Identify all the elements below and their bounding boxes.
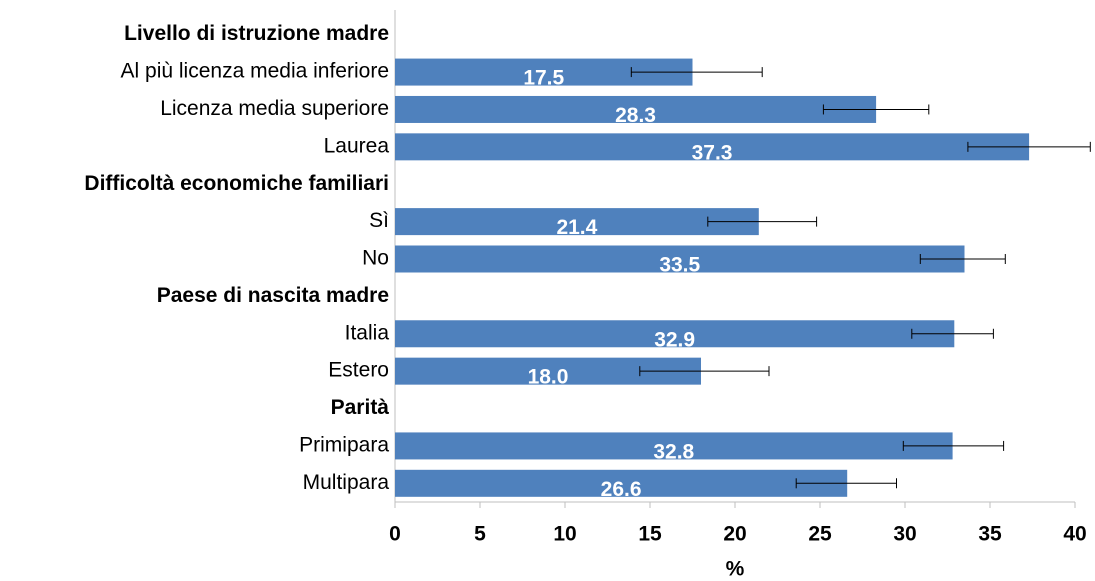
x-axis-label: % (726, 558, 745, 581)
value-label: 21.4 (556, 216, 597, 239)
x-tick-label: 5 (474, 523, 486, 546)
bar (395, 320, 955, 348)
x-tick-label: 40 (1063, 523, 1086, 546)
value-label: 17.5 (523, 67, 564, 90)
y-tick-label: Multipara (303, 471, 390, 494)
y-tick-label: Primipara (299, 433, 389, 456)
x-tick-label: 25 (808, 523, 832, 546)
y-tick-label: Al più licenza media inferiore (121, 60, 389, 83)
y-tick-label: Licenza media superiore (160, 97, 389, 120)
x-tick-label: 35 (978, 523, 1002, 546)
group-header: Livello di istruzione madre (124, 22, 389, 45)
y-tick-label: No (362, 247, 389, 270)
value-label: 18.0 (528, 366, 569, 389)
bar (395, 432, 953, 460)
x-tick-label: 10 (553, 523, 576, 546)
value-label: 32.8 (653, 440, 694, 463)
value-label: 37.3 (692, 141, 733, 164)
bar (395, 469, 848, 497)
x-tick-label: 15 (638, 523, 662, 546)
group-header: Paese di nascita madre (157, 284, 389, 307)
y-tick-label: Laurea (324, 134, 390, 157)
x-tick-label: 20 (723, 523, 746, 546)
bar (395, 245, 965, 273)
x-tick-label: 30 (893, 523, 916, 546)
value-label: 33.5 (659, 254, 700, 277)
bar (395, 208, 759, 236)
value-label: 26.6 (601, 478, 642, 501)
value-label: 28.3 (615, 104, 656, 127)
y-tick-label: Estero (328, 359, 389, 382)
value-label: 32.9 (654, 328, 695, 351)
group-header: Difficoltà economiche familiari (84, 172, 389, 195)
group-header: Parità (331, 396, 390, 419)
bar (395, 133, 1030, 161)
y-tick-label: Sì (369, 209, 389, 232)
y-tick-label: Italia (345, 321, 390, 344)
bar (395, 95, 877, 123)
x-tick-label: 0 (389, 523, 401, 546)
